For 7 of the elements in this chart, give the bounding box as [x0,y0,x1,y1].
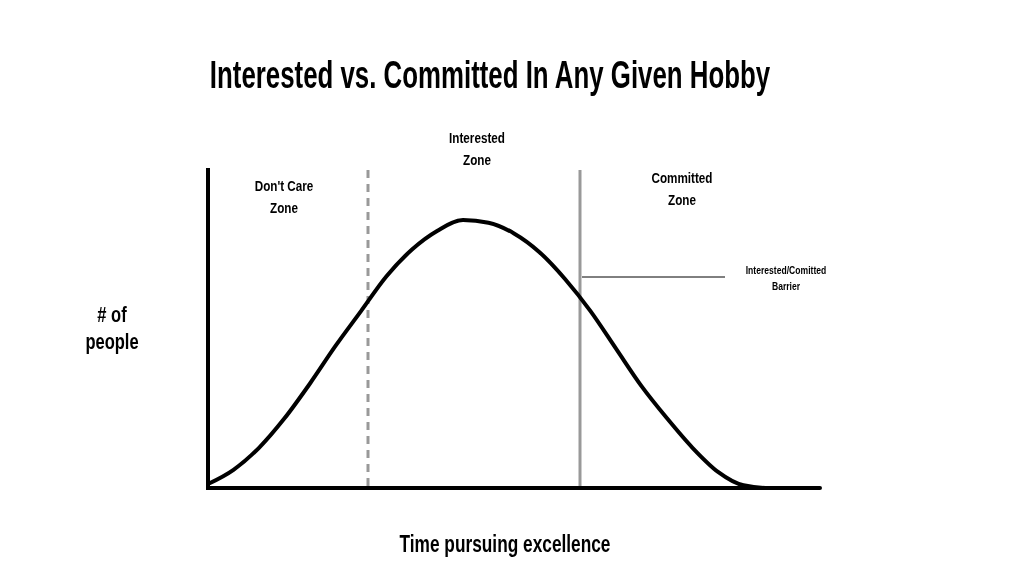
text: Committed Zone [651,169,713,209]
chart-title: Interested vs. Committed In Any Given Hobby [209,54,771,97]
y-axis-title: # of people [85,301,139,354]
text: Don't Care Zone [254,177,314,217]
annotation: Interested/Comitted Barrier [745,263,827,293]
x-axis-title: Time pursuing excellence [399,530,611,557]
text: Interested Zone [449,129,505,169]
